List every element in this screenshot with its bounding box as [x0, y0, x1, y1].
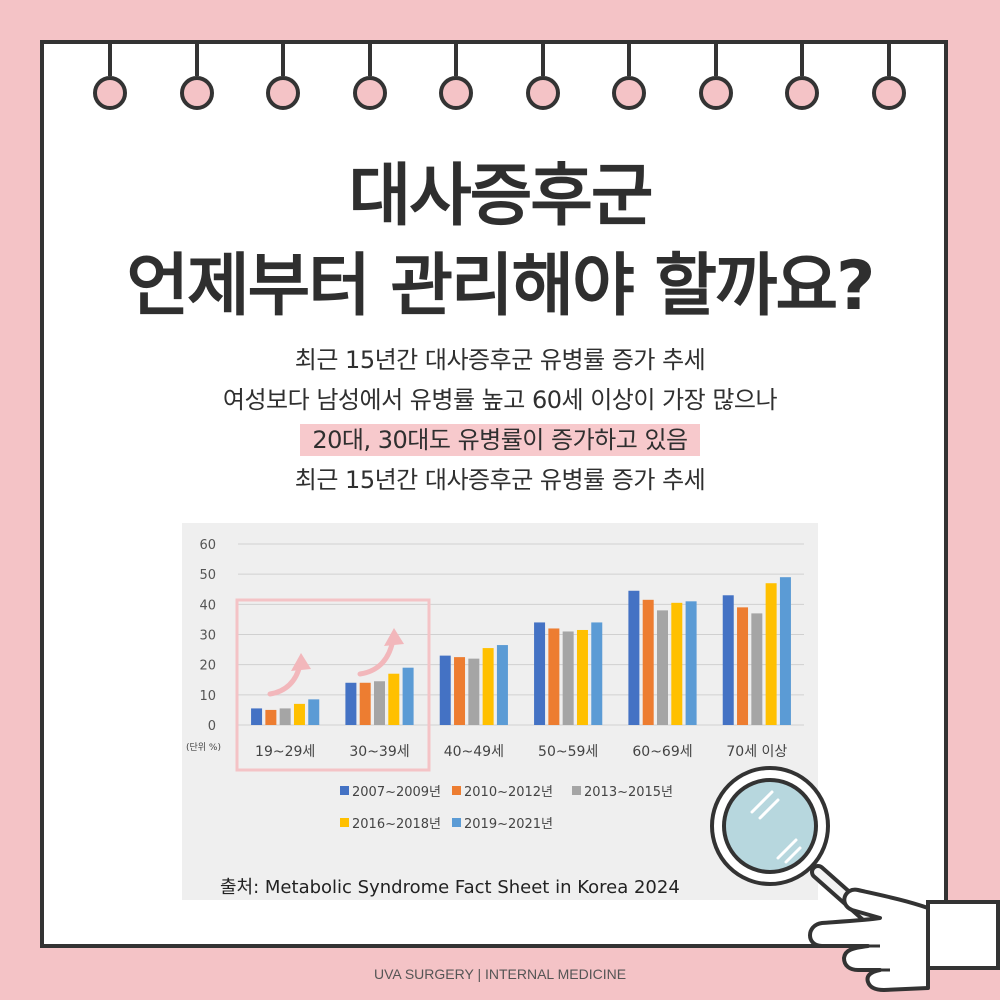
- binder-peg: [541, 42, 545, 76]
- y-tick-label: 0: [208, 719, 216, 734]
- binder-ring: [266, 76, 300, 110]
- legend-label: 2013~2015년: [584, 785, 673, 800]
- binder-peg: [108, 42, 112, 76]
- legend-label: 2019~2021년: [464, 817, 553, 832]
- unit-label: (단위 %): [186, 742, 221, 753]
- bar: [591, 622, 603, 725]
- y-tick-label: 10: [199, 689, 216, 704]
- bar: [388, 673, 400, 725]
- bar: [359, 682, 371, 725]
- binder-ring: [872, 76, 906, 110]
- bar: [765, 583, 777, 725]
- bar: [279, 708, 291, 725]
- subtitle-line-4: 최근 15년간 대사증후군 유병률 증가 추세: [294, 466, 706, 494]
- binder-peg: [714, 42, 718, 76]
- bar: [496, 645, 508, 725]
- binder-ring: [93, 76, 127, 110]
- title-line-1: 대사증후군: [348, 157, 654, 236]
- bar: [265, 709, 277, 725]
- legend-label: 2016~2018년: [352, 817, 441, 832]
- binder-peg: [195, 42, 199, 76]
- binder-ring: [612, 76, 646, 110]
- x-tick-label: 40~49세: [444, 744, 504, 760]
- arrow-head: [384, 628, 404, 646]
- bar: [779, 577, 791, 725]
- binder-peg: [368, 42, 372, 76]
- y-tick-label: 40: [199, 598, 216, 613]
- subtitle-line-3: 20대, 30대도 유병률이 증가하고 있음: [0, 420, 1000, 456]
- binder-peg: [887, 42, 891, 76]
- source-text: 출처: Metabolic Syndrome Fact Sheet in Kor…: [220, 877, 680, 898]
- bar: [685, 601, 697, 725]
- bar: [308, 699, 320, 725]
- footer-brand: UVA SURGERY | INTERNAL MEDICINE: [373, 966, 627, 982]
- legend-swatch: [340, 786, 349, 795]
- x-tick-label: 50~59세: [538, 744, 598, 760]
- bar: [454, 657, 466, 725]
- bar: [534, 622, 546, 725]
- binder-ring: [699, 76, 733, 110]
- x-tick-label: 70세 이상: [726, 744, 787, 760]
- bar: [671, 602, 683, 725]
- subtitle-line-2: 여성보다 남성에서 유병률 높고 60세 이상이 가장 많으나: [222, 386, 778, 414]
- highlight-box: [235, 598, 431, 772]
- y-tick-label: 50: [199, 568, 216, 583]
- y-tick-label: 30: [199, 629, 216, 644]
- binder-peg: [454, 42, 458, 76]
- bar: [482, 648, 494, 725]
- subtitle-highlight: 20대, 30대도 유병률이 증가하고 있음: [300, 424, 700, 456]
- bar: [657, 610, 668, 725]
- y-tick-label: 20: [199, 659, 216, 674]
- bar: [402, 667, 414, 725]
- bar: [548, 628, 560, 725]
- bar: [628, 590, 640, 725]
- legend-label: 2010~2012년: [464, 785, 553, 800]
- binder-peg: [281, 42, 285, 76]
- bar: [468, 658, 480, 725]
- bar: [722, 595, 734, 725]
- binder-ring: [353, 76, 387, 110]
- x-tick-label: 30~39세: [349, 744, 409, 760]
- x-tick-label: 60~69세: [632, 744, 692, 760]
- bar: [251, 708, 263, 725]
- binder-ring: [439, 76, 473, 110]
- legend-swatch: [572, 786, 581, 795]
- binder-ring: [526, 76, 560, 110]
- legend-swatch: [452, 786, 461, 795]
- arrow-head: [291, 653, 311, 671]
- legend-swatch: [452, 818, 461, 827]
- bar: [737, 607, 749, 725]
- binder-peg: [627, 42, 631, 76]
- bar: [374, 681, 385, 725]
- y-tick-label: 60: [199, 538, 216, 553]
- binder-ring: [785, 76, 819, 110]
- bar: [562, 631, 574, 725]
- binder-ring: [180, 76, 214, 110]
- bar: [751, 613, 763, 725]
- x-tick-label: 19~29세: [255, 744, 315, 760]
- subtitle-line-1: 최근 15년간 대사증후군 유병률 증가 추세: [294, 346, 706, 374]
- legend-label: 2007~2009년: [352, 785, 441, 800]
- bar: [293, 703, 305, 725]
- title-line-2: 언제부터 관리해야 할까요?: [126, 247, 876, 326]
- bar: [642, 599, 654, 725]
- binder-peg: [800, 42, 804, 76]
- bar: [439, 655, 451, 725]
- bar: [345, 682, 357, 725]
- bar: [576, 629, 588, 725]
- legend-swatch: [340, 818, 349, 827]
